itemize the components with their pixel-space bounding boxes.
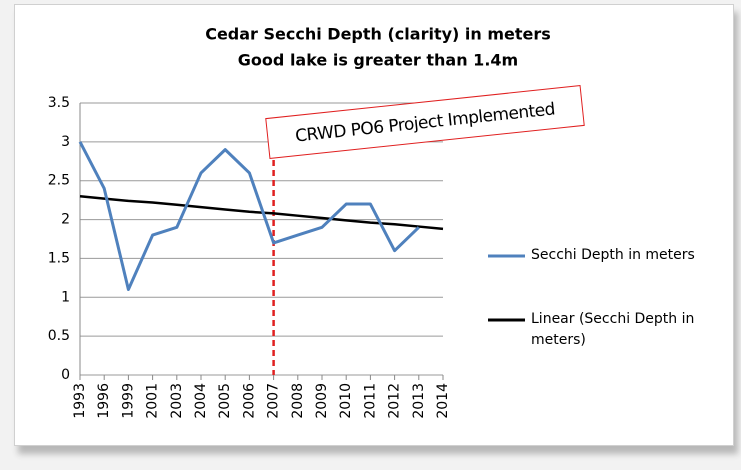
x-tick-label: 2010 (338, 383, 354, 419)
x-tick-label: 2004 (193, 383, 209, 419)
x-tick-label: 2013 (411, 383, 427, 419)
x-tick-label: 2001 (145, 383, 161, 419)
x-tick-label: 2003 (169, 383, 185, 419)
annotation-box (265, 85, 585, 159)
chart-panel (14, 4, 734, 446)
legend-label: Secchi Depth in meters (531, 247, 695, 263)
x-tick-label: 2006 (241, 383, 257, 419)
y-tick-label: 0 (61, 367, 70, 383)
data-line (78, 141, 420, 292)
x-tick-label: 2014 (435, 383, 451, 419)
legend-label: Linear (Secchi Depth in meters) (531, 311, 695, 348)
x-tick-label: 1993 (72, 383, 88, 419)
annotation: CRWD PO6 Project Implemented (265, 85, 585, 159)
x-tick-label: 2012 (387, 383, 403, 419)
x-tick-label: 1996 (96, 383, 112, 419)
y-tick-label: 2.5 (48, 173, 70, 189)
x-tick-label: 2007 (266, 383, 282, 419)
x-tick-label: 2008 (290, 383, 306, 419)
y-tick-label: 1 (61, 289, 70, 305)
x-tick-label: 2009 (314, 383, 330, 419)
x-tick-label: 1999 (120, 383, 136, 419)
chart-subtitle: Good lake is greater than 1.4m (238, 51, 518, 70)
y-tick-label: 1.5 (48, 250, 70, 266)
trend-line (79, 195, 444, 231)
y-tick-label: 3 (61, 134, 70, 150)
x-tick-label: 2011 (362, 383, 378, 419)
y-tick-label: 0.5 (48, 328, 70, 344)
x-tick-label: 2005 (217, 383, 233, 419)
y-tick-label: 2 (61, 212, 70, 228)
chart-title: Cedar Secchi Depth (clarity) in meters (205, 25, 551, 44)
y-tick-label: 3.5 (48, 95, 70, 111)
